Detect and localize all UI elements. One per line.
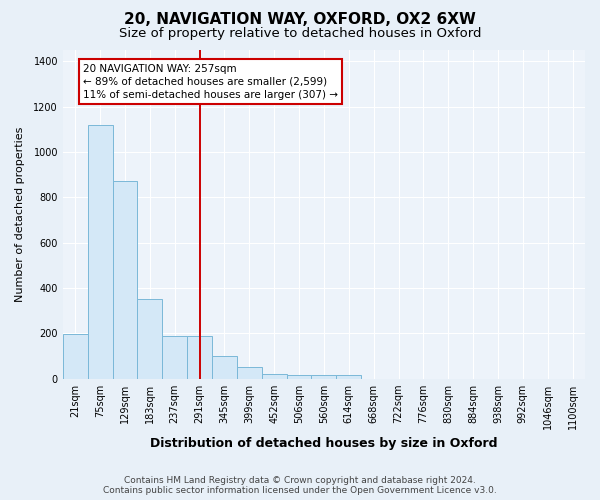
Text: Size of property relative to detached houses in Oxford: Size of property relative to detached ho…: [119, 28, 481, 40]
Bar: [113, 182, 137, 378]
Bar: [287, 375, 311, 378]
X-axis label: Distribution of detached houses by size in Oxford: Distribution of detached houses by size …: [150, 437, 497, 450]
Bar: [137, 299, 162, 378]
Text: Contains HM Land Registry data © Crown copyright and database right 2024.
Contai: Contains HM Land Registry data © Crown c…: [103, 476, 497, 495]
Bar: [337, 375, 361, 378]
Text: 20 NAVIGATION WAY: 257sqm
← 89% of detached houses are smaller (2,599)
11% of se: 20 NAVIGATION WAY: 257sqm ← 89% of detac…: [83, 64, 338, 100]
Bar: [162, 336, 187, 378]
Bar: [311, 375, 337, 378]
Bar: [237, 367, 262, 378]
Y-axis label: Number of detached properties: Number of detached properties: [15, 126, 25, 302]
Bar: [63, 334, 88, 378]
Bar: [262, 374, 287, 378]
Bar: [212, 356, 237, 378]
Bar: [187, 336, 212, 378]
Text: 20, NAVIGATION WAY, OXFORD, OX2 6XW: 20, NAVIGATION WAY, OXFORD, OX2 6XW: [124, 12, 476, 28]
Bar: [88, 125, 113, 378]
